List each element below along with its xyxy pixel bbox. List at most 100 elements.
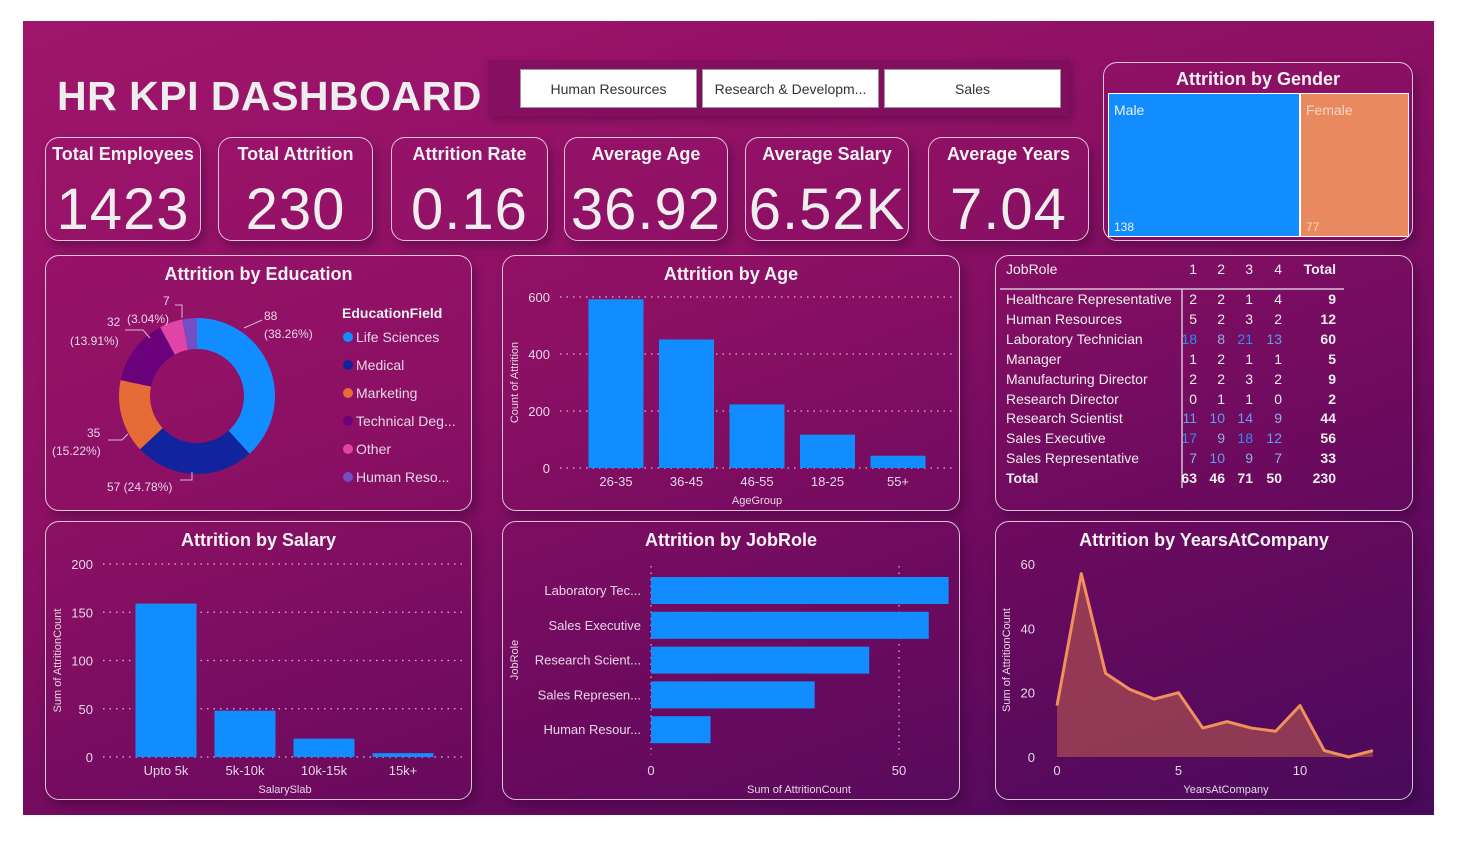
treemap-label: Male [1114, 102, 1145, 118]
donut-data-label: (15.22%) [52, 444, 101, 458]
area-line[interactable] [1055, 572, 1374, 759]
y-tick-label: Human Resour... [543, 722, 641, 737]
table-cell: 7 [1189, 450, 1197, 467]
table-cell: 18 [1181, 330, 1197, 347]
gender-card: Attrition by Gender [1103, 62, 1413, 241]
kpi-attrition-rate: Attrition Rate 0.16 [391, 137, 548, 242]
table-header: 3 [1245, 261, 1253, 277]
y-tick-label: 100 [71, 654, 93, 669]
table-cell: 17 [1181, 430, 1197, 447]
x-tick-label: 36-45 [670, 474, 703, 489]
bar[interactable] [651, 646, 870, 674]
bar[interactable] [651, 716, 711, 744]
age-title: Attrition by Age [663, 264, 799, 284]
donut-data-label: (38.26%) [264, 327, 313, 341]
slicer-human-resources[interactable]: Human Resources [520, 69, 697, 108]
treemap-male[interactable]: Male 138 [1108, 93, 1300, 237]
table-cell: 8 [1217, 330, 1225, 347]
kpi-average-age: Average Age 36.92 [564, 137, 728, 242]
legend-item[interactable]: Human Reso... [356, 469, 449, 485]
y-tick-label: Laboratory Tec... [544, 583, 641, 598]
y-tick-label: 0 [1028, 750, 1035, 765]
table-cell: 44 [1320, 410, 1336, 427]
legend-marker[interactable] [343, 472, 353, 482]
donut-data-label: 7 [163, 294, 170, 308]
table-cell: 2 [1217, 291, 1225, 307]
treemap-value: 138 [1114, 220, 1135, 234]
bar[interactable] [293, 738, 355, 757]
table-row-label: Manager [1006, 350, 1062, 367]
legend-item[interactable]: Medical [356, 357, 404, 373]
bar[interactable] [870, 455, 926, 468]
legend-item[interactable]: Marketing [356, 385, 417, 401]
table-total-cell: 71 [1237, 470, 1253, 486]
bar[interactable] [651, 681, 815, 709]
table-row-label: Manufacturing Director [1006, 370, 1148, 387]
table-total-cell: 46 [1209, 470, 1225, 486]
slicer-sales[interactable]: Sales [884, 69, 1061, 108]
slicer-research-development[interactable]: Research & Developm... [702, 69, 879, 108]
bar[interactable] [372, 753, 434, 757]
bar[interactable] [729, 404, 785, 468]
kpi-total-employees: Total Employees 1423 [45, 137, 201, 242]
donut-slice[interactable] [197, 318, 276, 454]
legend-marker[interactable] [343, 360, 353, 370]
table-cell: 13 [1266, 330, 1282, 347]
bar[interactable] [800, 434, 855, 468]
y-tick-label: Research Scient... [535, 653, 641, 668]
x-axis-title: SalarySlab [258, 784, 311, 796]
x-tick-label: 5 [1175, 763, 1182, 778]
bar[interactable] [135, 603, 197, 757]
treemap-female[interactable]: Female 77 [1300, 93, 1409, 237]
kpi-label: Total Attrition [237, 144, 354, 164]
table-cell: 56 [1320, 430, 1336, 447]
table-cell: 0 [1189, 390, 1197, 407]
kpi-total-attrition: Total Attrition 230 [218, 137, 373, 242]
legend-item[interactable]: Other [356, 441, 391, 457]
jobrole-title: Attrition by JobRole [645, 530, 817, 550]
leader-line [243, 319, 263, 329]
legend-marker[interactable] [343, 416, 353, 426]
bar[interactable] [651, 611, 929, 639]
donut-slice[interactable] [139, 428, 250, 475]
table-cell: 14 [1237, 410, 1253, 427]
table-row-label: Healthcare Representative [1006, 291, 1172, 307]
legend-marker[interactable] [343, 444, 353, 454]
table-cell: 2 [1274, 370, 1282, 387]
bar[interactable] [588, 299, 644, 468]
donut-slice[interactable] [119, 380, 163, 450]
kpi-value: 230 [245, 177, 346, 242]
treemap-label: Female [1306, 102, 1353, 118]
table-cell: 5 [1328, 350, 1336, 367]
table-total-cell: 50 [1266, 470, 1282, 486]
donut-slice[interactable] [120, 327, 175, 387]
kpi-value: 36.92 [570, 177, 722, 242]
donut-slice[interactable] [160, 319, 189, 355]
y-tick-label: 200 [71, 557, 93, 572]
legend-item[interactable]: Technical Deg... [356, 413, 456, 429]
table-cell: 0 [1274, 390, 1282, 407]
y-tick-label: Sales Executive [549, 618, 642, 633]
table-cell: 9 [1328, 370, 1336, 387]
donut-slice[interactable] [182, 318, 197, 350]
area-fill [1057, 573, 1373, 757]
bar[interactable] [659, 339, 714, 468]
legend-marker[interactable] [343, 332, 353, 342]
donut-data-label: (13.91%) [70, 334, 119, 348]
bar[interactable] [214, 710, 276, 757]
legend-marker[interactable] [343, 388, 353, 398]
table-cell: 12 [1266, 430, 1282, 447]
y-tick-label: 400 [528, 347, 550, 362]
x-tick-label: Upto 5k [144, 763, 189, 778]
legend-item[interactable]: Life Sciences [356, 329, 439, 345]
kpi-value: 6.52K [748, 177, 906, 242]
table-cell: 1 [1245, 291, 1253, 307]
y-tick-label: 200 [528, 404, 550, 419]
y-tick-label: 40 [1021, 621, 1035, 636]
kpi-value: 7.04 [950, 177, 1067, 242]
table-cell: 9 [1274, 410, 1282, 427]
table-header: 1 [1189, 261, 1197, 277]
y-tick-label: Sales Represen... [538, 687, 641, 702]
bar[interactable] [651, 577, 949, 604]
y-axis-title: Count of Attrition [509, 342, 521, 423]
